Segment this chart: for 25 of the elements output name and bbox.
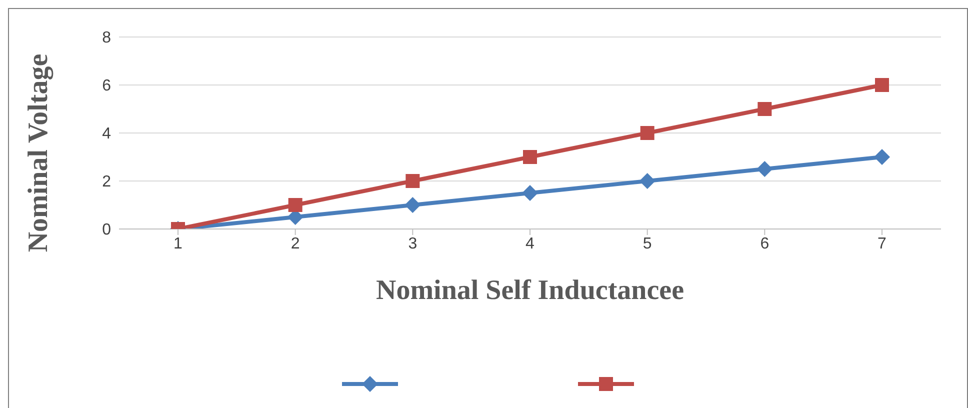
point [288, 198, 302, 212]
x-tick-label: 7 [878, 235, 887, 252]
x-tick-label: 1 [174, 235, 183, 252]
point [640, 126, 654, 140]
y-tick-label: 0 [102, 222, 112, 239]
y-tick-label: 6 [102, 78, 112, 95]
y-axis-title: Nominal Voltage [22, 54, 54, 252]
point [523, 150, 537, 164]
x-tick-label: 2 [290, 235, 300, 252]
point [758, 102, 772, 116]
y-tick-label: 8 [102, 30, 112, 47]
x-tick-label: 3 [408, 235, 418, 252]
point [756, 161, 773, 177]
point [639, 173, 656, 189]
point [875, 78, 889, 92]
point [406, 174, 420, 188]
y-tick-label: 4 [102, 126, 112, 143]
x-axis-title: Nominal Self Inductancee [376, 275, 684, 306]
point [404, 197, 421, 213]
point [874, 149, 890, 165]
x-tick-label: 6 [760, 235, 770, 252]
point [522, 185, 538, 201]
x-tick-label: 5 [642, 235, 652, 252]
x-tick-label: 4 [526, 235, 535, 252]
y-tick-label: 2 [102, 174, 112, 191]
